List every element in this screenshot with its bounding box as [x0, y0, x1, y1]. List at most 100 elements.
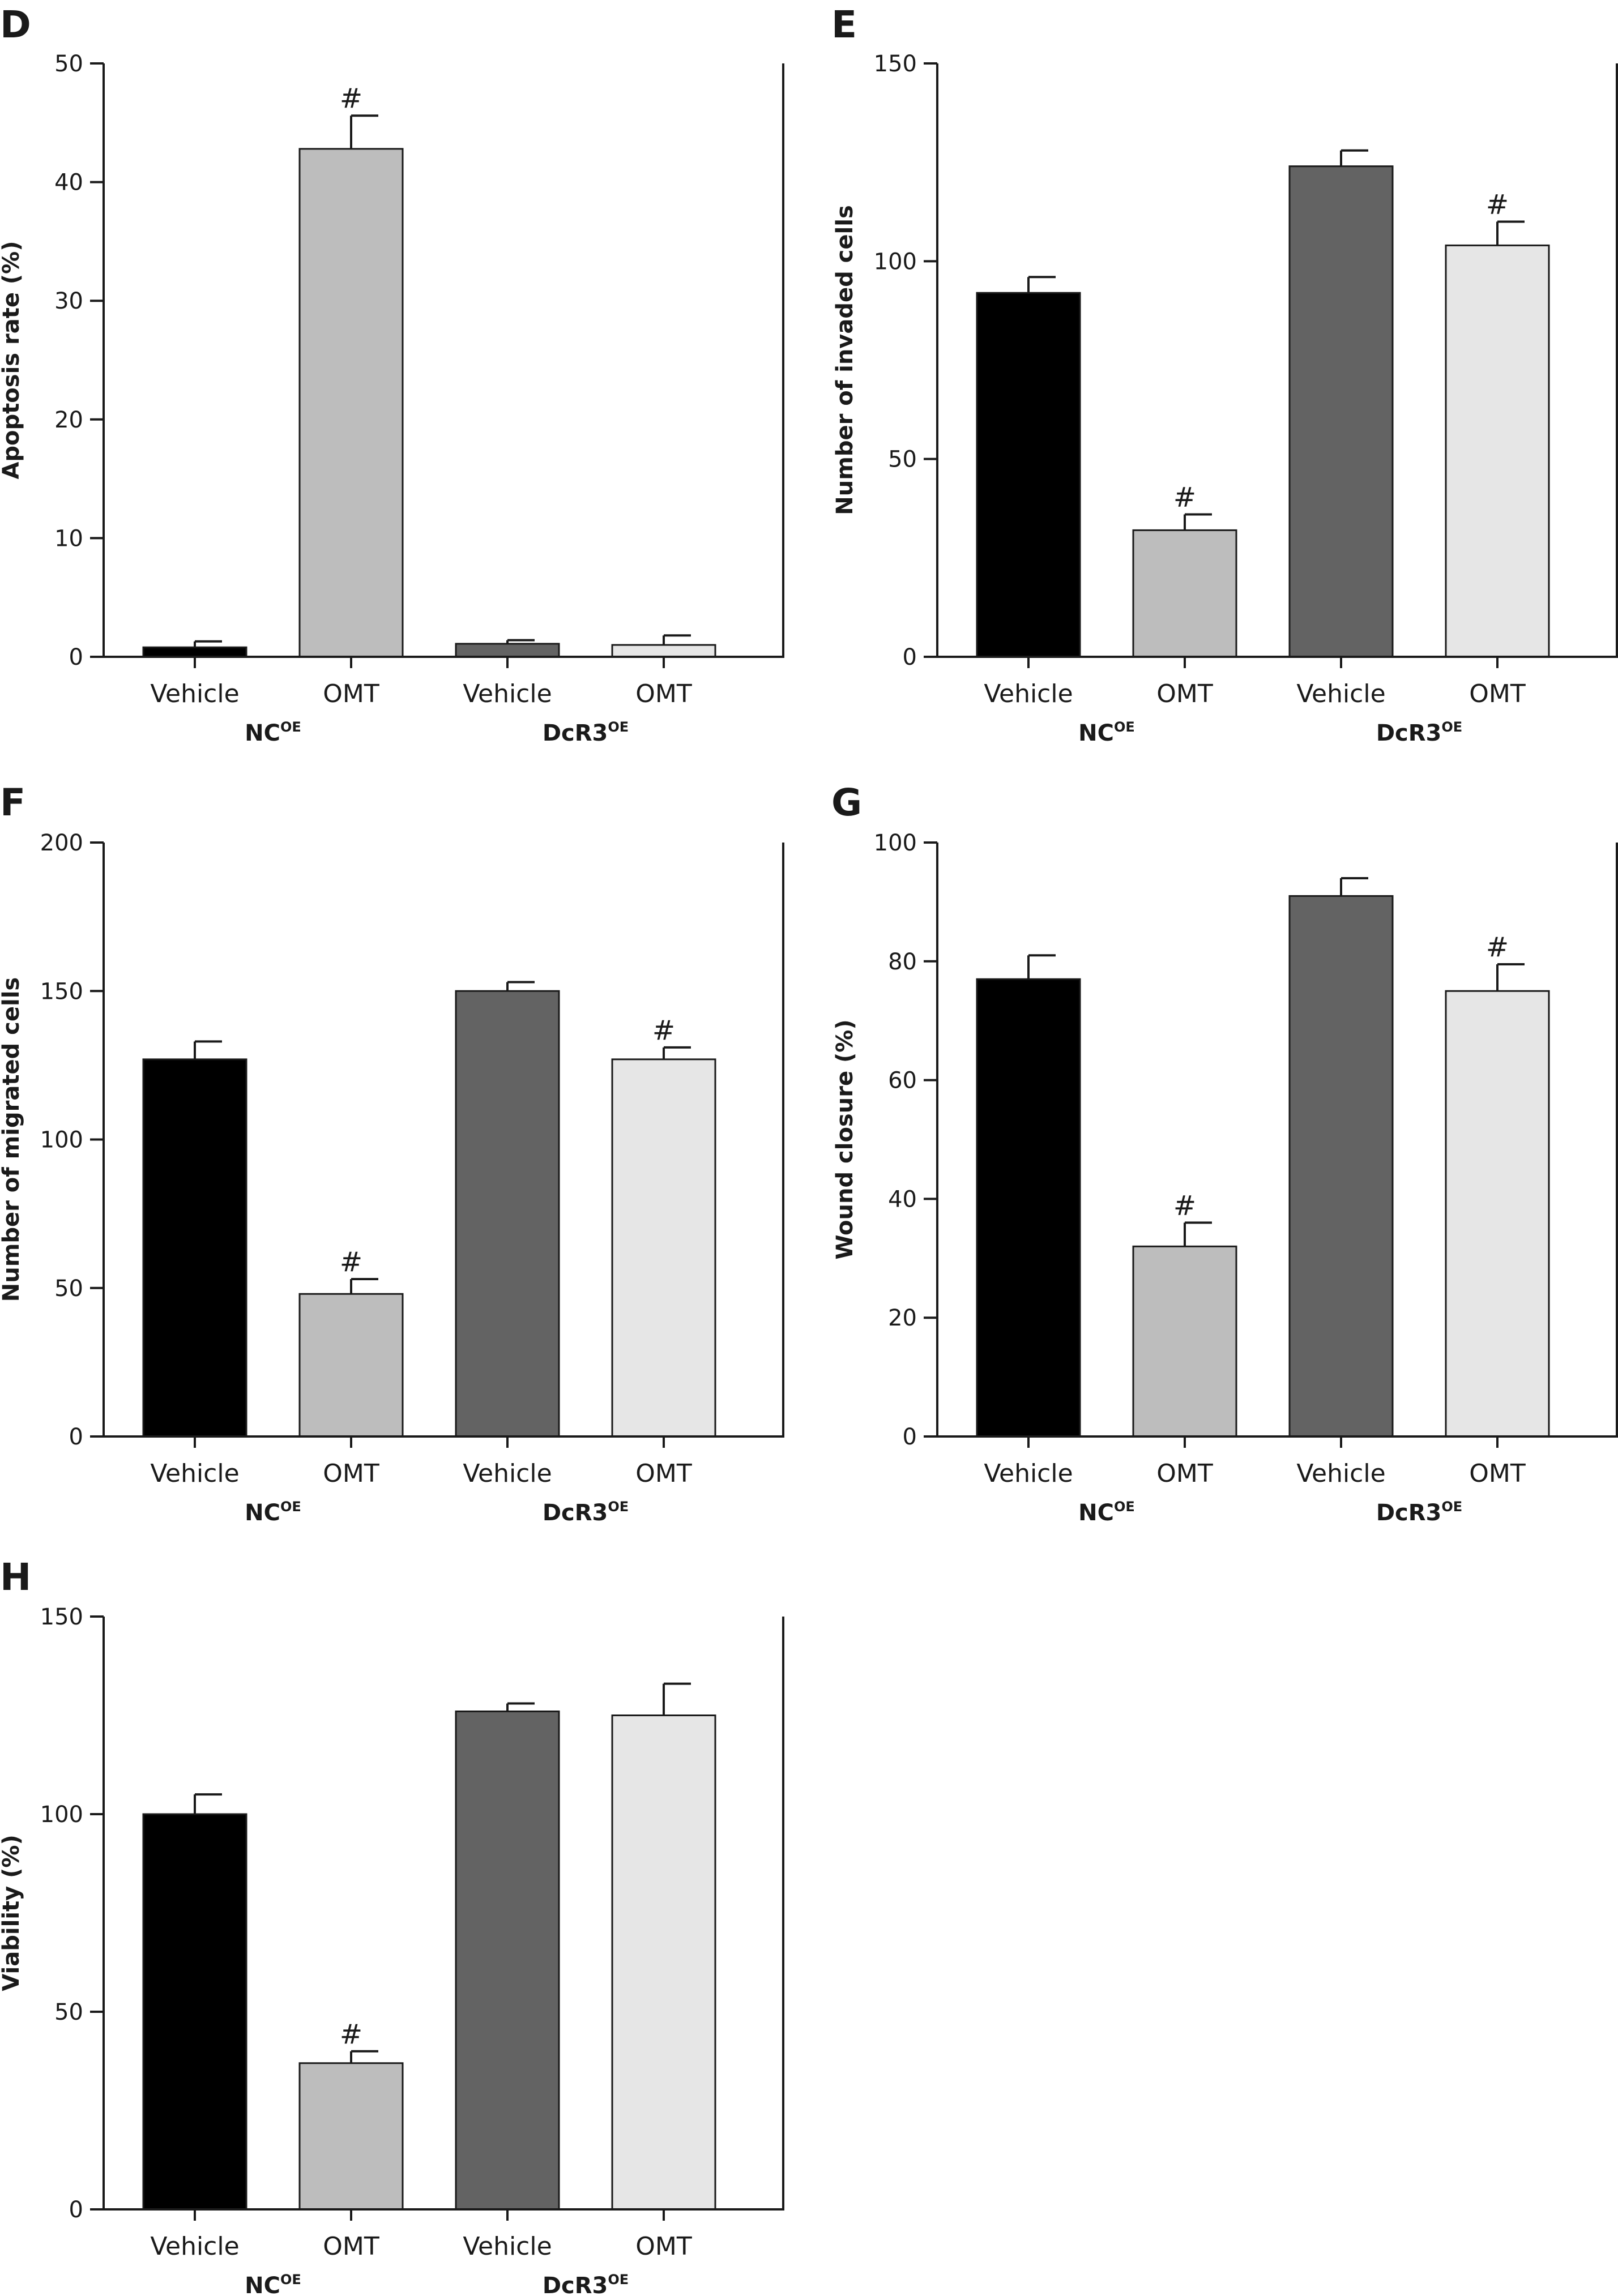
- group-name: DcR3: [543, 1500, 608, 1526]
- y-tick-label: 100: [40, 1127, 83, 1153]
- bar: [142, 1058, 247, 1438]
- group-name: NC: [245, 720, 280, 746]
- y-tick-label: 50: [54, 1999, 83, 2025]
- group-superscript: OE: [1441, 1499, 1462, 1515]
- group-label: DcR3OE: [543, 719, 629, 746]
- y-tick-label: 50: [888, 447, 917, 473]
- group-label: NCOE: [245, 2272, 301, 2296]
- bar: [298, 2062, 404, 2211]
- group-superscript: OE: [608, 2272, 629, 2288]
- plot-frame: [103, 1617, 784, 2211]
- y-tick-label: 100: [874, 830, 917, 856]
- bar: [976, 292, 1081, 658]
- bar: [298, 148, 404, 658]
- group-label: DcR3OE: [1376, 719, 1462, 746]
- y-tick-label: 150: [874, 51, 917, 77]
- group-name: DcR3: [543, 2273, 608, 2296]
- y-tick-label: 150: [40, 978, 83, 1004]
- category-label: Vehicle: [984, 679, 1073, 708]
- significance-mark: #: [1173, 481, 1196, 513]
- bar: [611, 1058, 716, 1438]
- group-label: NCOE: [245, 719, 301, 746]
- y-tick-label: 100: [40, 1802, 83, 1828]
- bar: [1288, 895, 1394, 1438]
- group-name: NC: [1078, 720, 1114, 746]
- y-axis-label: Viability (%): [0, 1835, 24, 1991]
- bar: [1445, 244, 1550, 658]
- group-label: NCOE: [1078, 1499, 1135, 1526]
- category-label: Vehicle: [150, 2232, 239, 2261]
- significance-mark: #: [340, 2019, 362, 2050]
- y-tick-label: 0: [69, 2197, 83, 2223]
- plot-frame: [936, 843, 1618, 1438]
- plot-frame: [103, 63, 784, 658]
- y-tick-label: 0: [69, 644, 83, 670]
- group-name: NC: [1078, 1500, 1114, 1526]
- y-axis-label: Wound closure (%): [832, 1019, 858, 1259]
- group-superscript: OE: [1441, 719, 1462, 735]
- bar: [1132, 529, 1237, 658]
- category-label: Vehicle: [1296, 1459, 1385, 1488]
- category-label: Vehicle: [1296, 679, 1385, 708]
- category-label: OMT: [323, 2232, 379, 2261]
- group-name: DcR3: [1376, 720, 1442, 746]
- bar: [1445, 990, 1550, 1438]
- y-tick-label: 0: [69, 1424, 83, 1450]
- significance-mark: #: [340, 1246, 362, 1278]
- panel-letter: G: [831, 781, 862, 824]
- y-tick-label: 40: [888, 1186, 917, 1212]
- group-label: NCOE: [245, 1499, 301, 1526]
- panel-letter: E: [831, 3, 857, 46]
- category-label: OMT: [1156, 1459, 1213, 1488]
- y-tick-label: 200: [40, 830, 83, 856]
- group-label: DcR3OE: [543, 2272, 629, 2296]
- group-name: DcR3: [1376, 1500, 1442, 1526]
- category-label: OMT: [635, 679, 692, 708]
- category-label: Vehicle: [463, 679, 552, 708]
- group-label: DcR3OE: [543, 1499, 629, 1526]
- y-tick-label: 30: [54, 288, 83, 314]
- group-name: DcR3: [543, 720, 608, 746]
- group-superscript: OE: [280, 2272, 301, 2288]
- y-axis-label: Apoptosis rate (%): [0, 241, 24, 479]
- y-tick-label: 60: [888, 1068, 917, 1094]
- y-tick-label: 0: [903, 1424, 917, 1450]
- bar: [455, 643, 560, 658]
- y-tick-label: 100: [874, 249, 917, 275]
- y-tick-label: 40: [54, 170, 83, 196]
- group-superscript: OE: [608, 1499, 629, 1515]
- bar: [455, 1711, 560, 2211]
- category-label: Vehicle: [463, 2232, 552, 2261]
- y-tick-label: 50: [54, 51, 83, 77]
- y-tick-label: 20: [54, 407, 83, 433]
- bar: [1132, 1245, 1237, 1438]
- y-tick-label: 150: [40, 1604, 83, 1630]
- bar: [611, 644, 716, 658]
- group-superscript: OE: [280, 719, 301, 735]
- group-label: NCOE: [1078, 719, 1135, 746]
- panel-letter: F: [0, 781, 25, 824]
- group-name: NC: [245, 2273, 280, 2296]
- category-label: OMT: [635, 2232, 692, 2261]
- y-axis-label: Number of invaded cells: [832, 205, 858, 515]
- group-superscript: OE: [280, 1499, 301, 1515]
- bar: [976, 978, 1081, 1438]
- category-label: OMT: [323, 679, 379, 708]
- y-tick-label: 80: [888, 949, 917, 975]
- y-tick-label: 50: [54, 1276, 83, 1302]
- group-superscript: OE: [608, 719, 629, 735]
- group-label: DcR3OE: [1376, 1499, 1462, 1526]
- plot-frame: [936, 63, 1618, 658]
- category-label: Vehicle: [984, 1459, 1073, 1488]
- bar: [611, 1714, 716, 2211]
- y-tick-label: 20: [888, 1305, 917, 1331]
- category-label: Vehicle: [150, 679, 239, 708]
- category-label: OMT: [1469, 679, 1526, 708]
- significance-mark: #: [340, 83, 362, 114]
- category-label: OMT: [635, 1459, 692, 1488]
- significance-mark: #: [1173, 1190, 1196, 1221]
